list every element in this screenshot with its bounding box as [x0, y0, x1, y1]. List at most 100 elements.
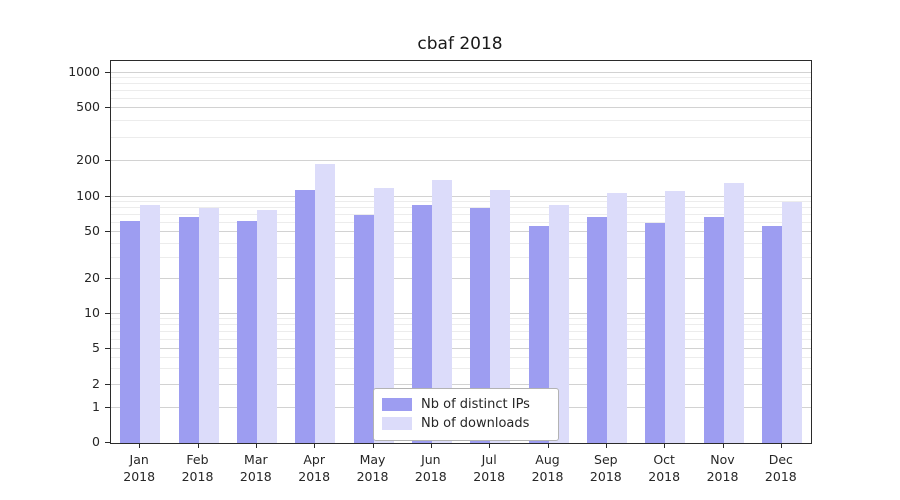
x-tick-month: Nov — [710, 452, 735, 467]
x-tick-mark — [547, 443, 549, 448]
bar-downloads-aug — [548, 205, 569, 443]
bar-distinct-ips-oct — [645, 222, 666, 443]
x-tick-mark — [139, 443, 141, 448]
x-tick-mark — [255, 443, 257, 448]
major-gridline — [111, 278, 811, 280]
minor-gridline — [111, 330, 811, 332]
y-tick-mark — [105, 106, 110, 108]
y-tick-label: 100 — [76, 187, 100, 203]
y-tick-label: 20 — [84, 270, 100, 286]
minor-gridline — [111, 77, 811, 79]
legend-item-downloads: Nb of downloads — [382, 414, 550, 433]
bar-downloads-oct — [665, 191, 686, 443]
y-tick-mark — [105, 406, 110, 408]
x-tick-mark — [605, 443, 607, 448]
x-tick-month: Dec — [768, 452, 793, 467]
bar-downloads-may — [373, 187, 394, 443]
x-tick-month: Feb — [186, 452, 209, 467]
bar-downloads-jul — [490, 189, 511, 443]
x-tick-label: Jul 2018 — [454, 451, 524, 485]
major-gridline — [111, 348, 811, 350]
bar-distinct-ips-mar — [236, 221, 257, 443]
x-tick-mark — [430, 443, 432, 448]
legend-item-distinct-ips: Nb of distinct IPs — [382, 395, 550, 414]
x-tick-mark — [197, 443, 199, 448]
minor-gridline — [111, 368, 811, 370]
x-tick-month: Apr — [303, 452, 325, 467]
bar-downloads-nov — [723, 183, 744, 443]
legend-swatch-distinct-ips — [382, 398, 412, 411]
y-tick-label: 1 — [92, 398, 100, 414]
x-tick-label: May 2018 — [338, 451, 408, 485]
x-tick-label: Jan 2018 — [104, 451, 174, 485]
legend: Nb of distinct IPs Nb of downloads — [373, 388, 559, 441]
y-tick-label: 10 — [84, 304, 100, 320]
bar-distinct-ips-dec — [761, 225, 782, 443]
y-tick-mark — [105, 348, 110, 350]
x-tick-mark — [372, 443, 374, 448]
x-tick-year: 2018 — [356, 469, 389, 484]
minor-gridline — [111, 119, 811, 121]
y-tick-mark — [105, 71, 110, 73]
x-tick-year: 2018 — [123, 469, 156, 484]
x-tick-mark — [780, 443, 782, 448]
legend-swatch-downloads — [382, 417, 412, 430]
y-tick-label: 0 — [92, 434, 100, 449]
x-tick-mark — [489, 443, 491, 448]
x-tick-year: 2018 — [414, 469, 447, 484]
y-tick-label: 2 — [92, 375, 100, 391]
major-gridline — [111, 231, 811, 233]
y-tick-mark — [105, 160, 110, 162]
x-tick-year: 2018 — [531, 469, 564, 484]
y-tick-mark — [105, 312, 110, 314]
minor-gridline — [111, 89, 811, 91]
y-tick-mark — [105, 278, 110, 280]
x-tick-month: Jul — [481, 452, 497, 467]
bar-distinct-ips-apr — [295, 189, 316, 443]
chart-title: cbaf 2018 — [417, 34, 503, 54]
x-tick-year: 2018 — [239, 469, 272, 484]
minor-gridline — [111, 324, 811, 326]
y-tick-mark — [105, 383, 110, 385]
x-tick-label: Jun 2018 — [396, 451, 466, 485]
minor-gridline — [111, 242, 811, 244]
y-tick-label: 200 — [76, 152, 100, 168]
minor-gridline — [111, 221, 811, 223]
minor-gridline — [111, 201, 811, 203]
legend-label-downloads: Nb of downloads — [421, 416, 530, 431]
bar-downloads-sep — [606, 193, 627, 443]
plot-area — [110, 60, 812, 444]
x-tick-label: Nov 2018 — [688, 451, 758, 485]
bar-distinct-ips-sep — [586, 216, 607, 443]
x-tick-month: Jun — [421, 452, 441, 467]
x-tick-mark — [722, 443, 724, 448]
x-tick-year: 2018 — [648, 469, 681, 484]
x-tick-label: Sep 2018 — [571, 451, 641, 485]
minor-gridline — [111, 338, 811, 340]
major-gridline — [111, 312, 811, 314]
x-tick-month: Jan — [129, 452, 149, 467]
bar-downloads-dec — [781, 202, 802, 443]
x-tick-month: Mar — [244, 452, 268, 467]
x-tick-month: Oct — [653, 452, 675, 467]
bar-distinct-ips-feb — [178, 216, 199, 443]
x-tick-label: Dec 2018 — [746, 451, 816, 485]
bar-distinct-ips-nov — [703, 216, 724, 443]
minor-gridline — [111, 318, 811, 320]
bar-downloads-feb — [198, 208, 219, 443]
x-tick-label: Oct 2018 — [629, 451, 699, 485]
y-tick-mark — [105, 442, 110, 443]
bar-distinct-ips-jan — [120, 221, 141, 443]
x-tick-label: Feb 2018 — [163, 451, 233, 485]
major-gridline — [111, 383, 811, 385]
major-gridline — [111, 160, 811, 162]
minor-gridline — [111, 136, 811, 138]
y-tick-label: 50 — [84, 223, 100, 239]
minor-gridline — [111, 257, 811, 259]
minor-gridline — [111, 207, 811, 209]
legend-label-distinct-ips: Nb of distinct IPs — [421, 397, 530, 412]
bar-downloads-apr — [315, 163, 336, 443]
x-tick-year: 2018 — [298, 469, 331, 484]
bar-downloads-jun — [431, 179, 452, 443]
